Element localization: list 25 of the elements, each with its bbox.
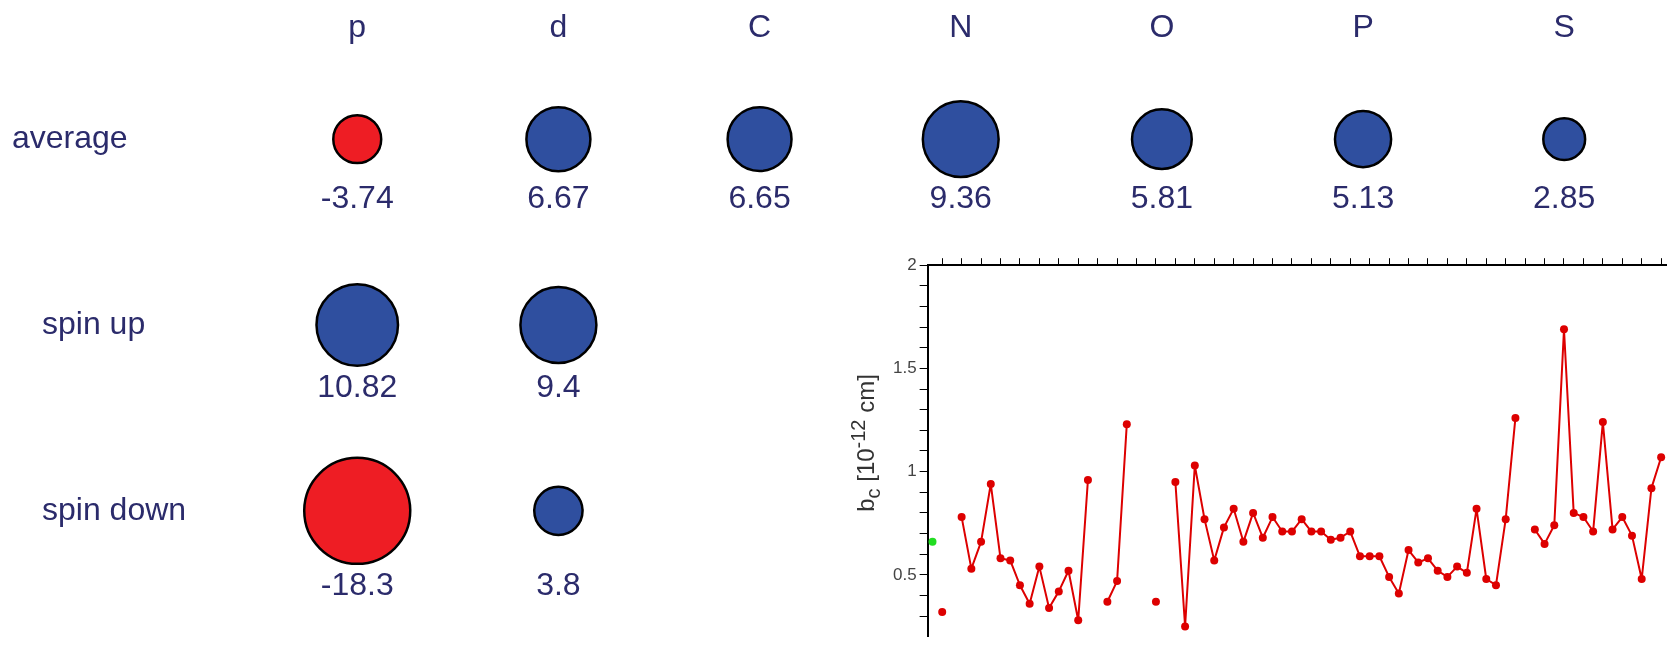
y-tick-label: 1 xyxy=(907,461,917,481)
category-label: C xyxy=(748,7,772,44)
text: spin up xyxy=(42,304,146,341)
data-label: 9.4 xyxy=(536,367,581,404)
category-label: S xyxy=(1553,7,1575,44)
category-label: d xyxy=(549,7,568,44)
category-label: p xyxy=(348,7,367,44)
data-label: 3.8 xyxy=(536,565,581,602)
data-label: -18.3 xyxy=(320,565,394,602)
category-label: P xyxy=(1352,7,1374,44)
data-label: 9.36 xyxy=(929,178,992,215)
category-label: N xyxy=(949,7,973,44)
y-tick-label: 1.5 xyxy=(892,358,917,378)
y-tick-label: 0.5 xyxy=(892,564,917,584)
data-label: 2.85 xyxy=(1533,178,1596,215)
data-label: 10.82 xyxy=(317,367,398,404)
y-tick-label: 2 xyxy=(907,254,917,274)
category-label: O xyxy=(1149,7,1175,44)
data-label: -3.74 xyxy=(320,178,394,215)
text: average xyxy=(12,118,128,155)
text: spin down xyxy=(42,490,187,527)
data-label: 5.13 xyxy=(1331,178,1395,215)
data-label: 6.67 xyxy=(527,178,590,215)
data-label: 6.65 xyxy=(728,178,791,215)
data-label: 5.81 xyxy=(1130,178,1194,215)
